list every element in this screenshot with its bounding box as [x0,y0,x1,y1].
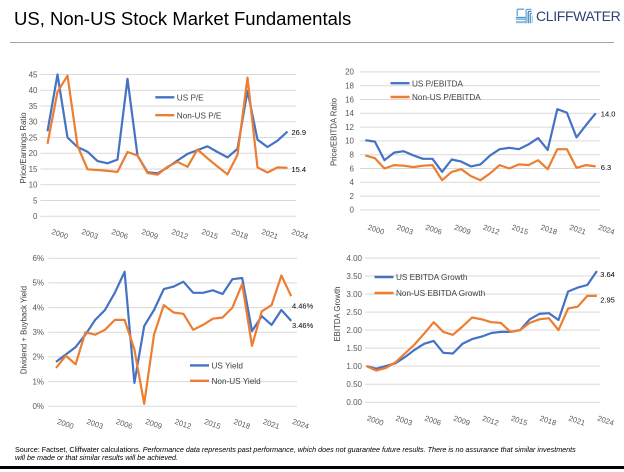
svg-text:2003: 2003 [85,417,104,431]
svg-text:2024: 2024 [290,227,309,241]
svg-text:40: 40 [29,86,38,95]
svg-text:4: 4 [350,178,355,187]
svg-text:2000: 2000 [367,223,386,237]
svg-text:0.00: 0.00 [346,398,362,407]
svg-text:2009: 2009 [453,223,472,237]
svg-text:0%: 0% [32,402,44,411]
svg-text:2015: 2015 [203,417,222,431]
svg-text:2018: 2018 [539,414,558,428]
svg-text:2009: 2009 [144,417,163,431]
svg-text:10: 10 [345,137,354,146]
svg-text:8: 8 [350,151,355,160]
svg-text:2021: 2021 [567,414,586,428]
svg-text:35: 35 [29,102,38,111]
svg-text:14.0: 14.0 [601,110,616,119]
svg-text:2009: 2009 [140,227,159,241]
svg-text:2024: 2024 [596,414,615,428]
svg-text:0.50: 0.50 [346,380,362,389]
svg-text:2015: 2015 [511,223,530,237]
svg-text:Non-US P/EBITDA: Non-US P/EBITDA [412,93,481,102]
svg-text:5: 5 [33,196,38,205]
svg-text:Price/EBITDA Ratio: Price/EBITDA Ratio [330,97,339,166]
svg-text:1%: 1% [32,377,44,386]
svg-text:12: 12 [345,123,354,132]
svg-text:18: 18 [345,82,354,91]
svg-text:15.4: 15.4 [292,165,307,174]
svg-text:Dividend + Buyback Yield: Dividend + Buyback Yield [20,286,29,374]
svg-text:2015: 2015 [200,227,219,241]
svg-text:6.3: 6.3 [601,163,611,172]
svg-text:20: 20 [345,68,354,77]
svg-text:2015: 2015 [510,414,529,428]
svg-text:2.95: 2.95 [600,296,615,305]
svg-text:Non-US Yield: Non-US Yield [212,377,262,386]
svg-text:3%: 3% [32,328,44,337]
svg-text:45: 45 [29,70,38,79]
svg-text:30: 30 [29,118,38,127]
svg-text:2006: 2006 [423,414,442,428]
svg-text:US P/EBITDA: US P/EBITDA [412,79,463,88]
svg-text:3.46%: 3.46% [292,321,314,330]
svg-text:US P/E: US P/E [177,93,204,102]
svg-text:2.50: 2.50 [346,308,362,317]
svg-text:3.50: 3.50 [346,272,362,281]
svg-text:EBITDA Growth: EBITDA Growth [333,286,342,341]
svg-text:2018: 2018 [539,223,558,237]
svg-text:US Yield: US Yield [212,362,244,371]
svg-text:5%: 5% [32,279,44,288]
svg-text:2.00: 2.00 [346,326,362,335]
svg-text:2000: 2000 [50,227,69,241]
svg-text:14: 14 [345,109,354,118]
svg-text:2006: 2006 [424,223,443,237]
svg-text:2%: 2% [32,353,44,362]
svg-text:US EBITDA Growth: US EBITDA Growth [396,273,468,282]
svg-text:4.46%: 4.46% [292,302,314,311]
svg-text:2009: 2009 [452,414,471,428]
svg-text:4%: 4% [32,303,44,312]
svg-text:0: 0 [33,212,38,221]
svg-text:2018: 2018 [232,417,251,431]
svg-text:2021: 2021 [262,417,281,431]
svg-text:2018: 2018 [230,227,249,241]
svg-text:2012: 2012 [170,227,189,241]
svg-text:26.9: 26.9 [292,128,307,137]
svg-text:2006: 2006 [115,417,134,431]
svg-text:2: 2 [350,192,355,201]
svg-text:25: 25 [29,133,38,142]
svg-text:3.64: 3.64 [600,270,615,279]
svg-text:2012: 2012 [482,223,501,237]
svg-text:Price/Earnings Ratio: Price/Earnings Ratio [19,112,28,184]
svg-text:2006: 2006 [110,227,129,241]
svg-text:Non-US P/E: Non-US P/E [177,111,222,120]
svg-text:2021: 2021 [568,223,587,237]
svg-text:2003: 2003 [80,227,99,241]
svg-text:20: 20 [29,149,38,158]
svg-text:2012: 2012 [174,417,193,431]
svg-text:2021: 2021 [260,227,279,241]
svg-text:2012: 2012 [481,414,500,428]
svg-text:Non-US EBITDA Growth: Non-US EBITDA Growth [396,289,486,298]
svg-text:2000: 2000 [56,417,75,431]
svg-text:16: 16 [345,95,354,104]
svg-text:2024: 2024 [291,417,310,431]
svg-text:10: 10 [29,181,38,190]
svg-text:2000: 2000 [366,414,385,428]
svg-text:2003: 2003 [395,414,414,428]
svg-text:CLIFFWATER: CLIFFWATER [536,8,621,24]
svg-text:3.00: 3.00 [346,290,362,299]
svg-text:15: 15 [29,165,38,174]
svg-text:2003: 2003 [395,223,414,237]
svg-text:0: 0 [350,206,355,215]
svg-text:1.00: 1.00 [346,362,362,371]
svg-text:4.00: 4.00 [346,254,362,263]
svg-text:6: 6 [350,164,355,173]
svg-text:6%: 6% [32,254,44,263]
svg-text:2024: 2024 [597,223,616,237]
svg-text:1.50: 1.50 [346,344,362,353]
